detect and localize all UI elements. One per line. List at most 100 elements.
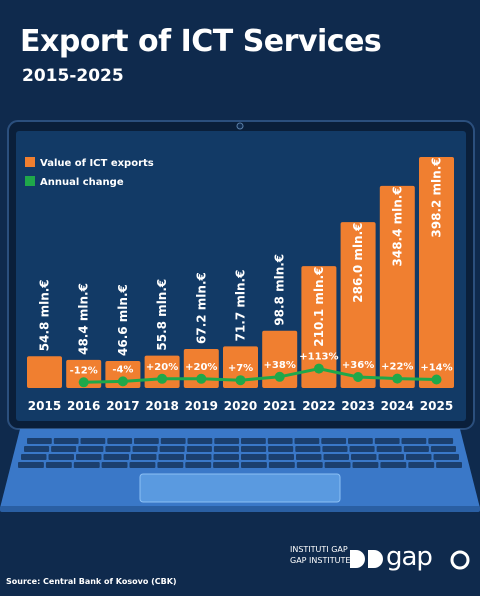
bar-value-label: 54.8 mln.€ [38,279,52,351]
keyboard-key [131,454,157,460]
keyboard-key [241,462,267,468]
laptop-touchpad [139,473,341,503]
keyboard-key [378,454,404,460]
legend-swatch-change [25,176,35,186]
keyboard-key [376,446,402,452]
bar-value-label: 48.4 mln.€ [77,283,91,355]
keyboard-key [322,446,348,452]
source-note: Source: Central Bank of Kosovo (CBK) [6,577,177,586]
annual-change-label: +20% [146,362,178,373]
keyboard-key [158,454,184,460]
chart-legend: Value of ICT exports Annual change [25,157,154,188]
annual-change-label: +7% [228,363,253,374]
annual-change-point [313,363,324,374]
legend-label-exports: Value of ICT exports [40,158,154,169]
bar [27,356,62,388]
x-tick-label: 2019 [185,399,218,413]
x-tick-label: 2018 [145,399,178,413]
keyboard-key [48,454,74,460]
keyboard-key [403,446,429,452]
laptop-keyboard [18,438,462,468]
bar-value-label: 286.0 mln.€ [351,222,365,302]
logo-mark-icon [350,550,383,568]
keyboard-key [213,446,239,452]
annual-change-label: -12% [70,365,98,376]
keyboard-key [157,462,184,468]
laptop-front-edge [0,506,480,512]
x-tick-label: 2023 [341,399,374,413]
x-tick-label: 2025 [420,399,453,413]
keyboard-key [268,446,294,452]
annual-change-label: +22% [381,362,413,373]
annual-change-point [78,377,89,388]
keyboard-key [433,454,459,460]
annual-change-label: +38% [264,360,296,371]
keyboard-key [101,462,128,468]
x-tick-label: 2020 [224,399,257,413]
keyboard-key [160,438,186,444]
keyboard-key [51,446,77,452]
bar [419,157,454,388]
keyboard-key [428,438,454,444]
bar-value-label: 55.8 mln.€ [155,279,169,351]
annual-change-point [117,376,128,387]
annual-change-label: +14% [420,363,452,374]
bar [301,266,337,388]
annual-change-point [157,373,168,384]
keyboard-key [294,438,320,444]
logo-line-2: GAP INSTITUTE [290,556,351,565]
keyboard-key [45,462,72,468]
bar [223,346,258,388]
annual-change-point [235,375,246,386]
annual-change-label: +113% [299,352,338,363]
keyboard-key [132,446,158,452]
keyboard-key [348,438,373,444]
bar-value-label: 71.7 mln.€ [234,270,248,342]
keyboard-key [374,438,400,444]
keyboard-key [187,438,213,444]
keyboard-key [213,462,239,468]
keyboard-key [21,454,47,460]
keyboard-key [324,462,351,468]
logo-tail-icon [450,550,470,570]
legend-label-change: Annual change [40,177,124,188]
keyboard-key [408,462,435,468]
annual-change-point [431,374,442,385]
keyboard-key [76,454,102,460]
page-subtitle: 2015-2025 [22,66,124,86]
keyboard-key [351,454,377,460]
keyboard-key [78,446,104,452]
keyboard-key [73,462,100,468]
keyboard-key [159,446,185,452]
keyboard-key [267,438,293,444]
keyboard-key [53,438,79,444]
keyboard-key [107,438,133,444]
keyboard-key [105,446,131,452]
keyboard-key [27,438,52,444]
series-line-annual-change [83,367,437,384]
chart-plot-area: 54.8 mln.€ 2015 48.4 mln.€ 2016 46.6 mln.€ 20… [27,157,454,413]
x-tick-label: 2022 [302,399,335,413]
keyboard-key [268,454,294,460]
keyboard-key [352,462,379,468]
x-tick-label: 2024 [381,399,414,413]
x-tick-label: 2021 [263,399,296,413]
logo-wordmark: gap [386,542,433,572]
annual-change-label: -4% [112,364,133,375]
keyboard-key [186,446,212,452]
keyboard-key [186,454,212,460]
keyboard-key [24,446,50,452]
annual-change-point [196,373,207,384]
keyboard-key [80,438,106,444]
legend-swatch-exports [25,157,35,167]
bar-value-label: 46.6 mln.€ [116,284,130,356]
keyboard-key [321,438,347,444]
x-tick-label: 2017 [106,399,139,413]
keyboard-key [214,438,240,444]
keyboard-key [406,454,432,460]
keyboard-key [349,446,375,452]
keyboard-key [241,446,267,452]
keyboard-key [296,454,322,460]
keyboard-key [401,438,427,444]
